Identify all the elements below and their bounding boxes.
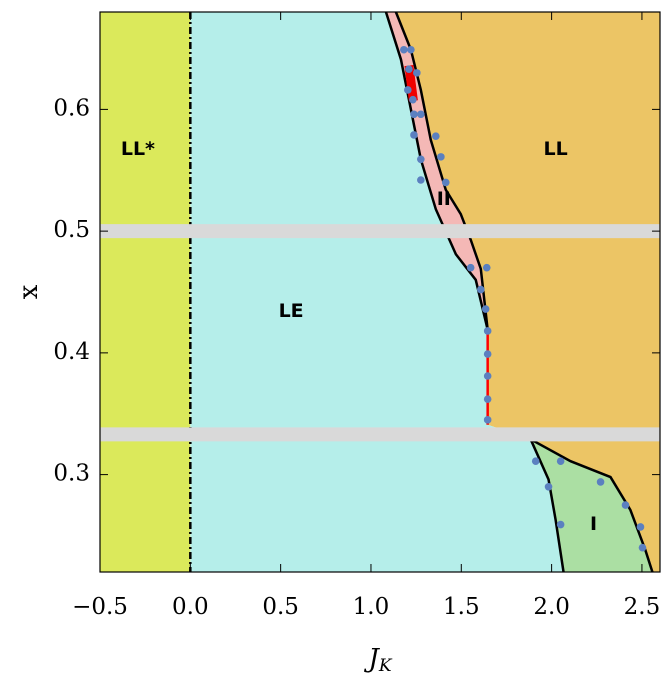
data-point [482, 263, 491, 272]
x-tick-label: 1.0 [353, 594, 390, 620]
data-point [544, 482, 553, 491]
data-point [409, 95, 417, 104]
data-point [483, 350, 492, 358]
y-tick-label: 0.3 [53, 461, 90, 487]
data-point [413, 69, 421, 77]
y-axis-label: x [14, 284, 44, 299]
data-point [636, 523, 645, 531]
data-point [417, 110, 425, 119]
data-point [437, 153, 445, 161]
x-tick-label: 2.5 [624, 594, 661, 620]
phase-region [100, 12, 191, 572]
data-point [556, 520, 565, 529]
phase-boundary [394, 11, 489, 330]
phase-boundary [530, 438, 654, 573]
data-point [404, 86, 412, 94]
data-point [483, 395, 492, 403]
region-label: LE [279, 300, 304, 322]
data-point [621, 501, 630, 509]
data-point [466, 263, 475, 272]
data-point [407, 45, 415, 54]
x-tick-label: 0.0 [172, 594, 209, 620]
plot-frame [99, 11, 661, 573]
data-point [483, 327, 492, 335]
data-point [477, 285, 485, 294]
region-label: LL [543, 138, 567, 160]
y-tick-label: 0.5 [53, 217, 90, 243]
region-label: LL* [121, 138, 155, 160]
data-point [556, 457, 565, 466]
x-tick-label: 0.5 [262, 594, 299, 620]
data-point [410, 110, 418, 119]
data-point [596, 478, 605, 486]
x-tick-label: −0.5 [72, 594, 128, 620]
x-axis-label: JK [363, 644, 392, 676]
data-point [410, 131, 418, 139]
data-point [405, 65, 413, 74]
data-point [481, 305, 490, 313]
data-point [483, 416, 492, 424]
data-point [432, 132, 440, 140]
data-point [417, 155, 425, 164]
data-point [400, 45, 408, 54]
data-point [638, 543, 647, 552]
y-tick-label: 0.4 [53, 339, 90, 365]
x-tick-label: 2.0 [533, 594, 570, 620]
phase-boundary [384, 11, 489, 331]
region-label: I [590, 513, 597, 535]
data-point [441, 178, 450, 187]
data-point [483, 372, 492, 380]
phase-boundary [529, 438, 565, 573]
y-tick-label: 0.6 [53, 95, 90, 121]
region-label: II [437, 188, 451, 210]
phase-region [530, 439, 653, 572]
data-point [531, 457, 540, 466]
x-tick-label: 1.5 [443, 594, 480, 620]
data-point [417, 176, 425, 184]
